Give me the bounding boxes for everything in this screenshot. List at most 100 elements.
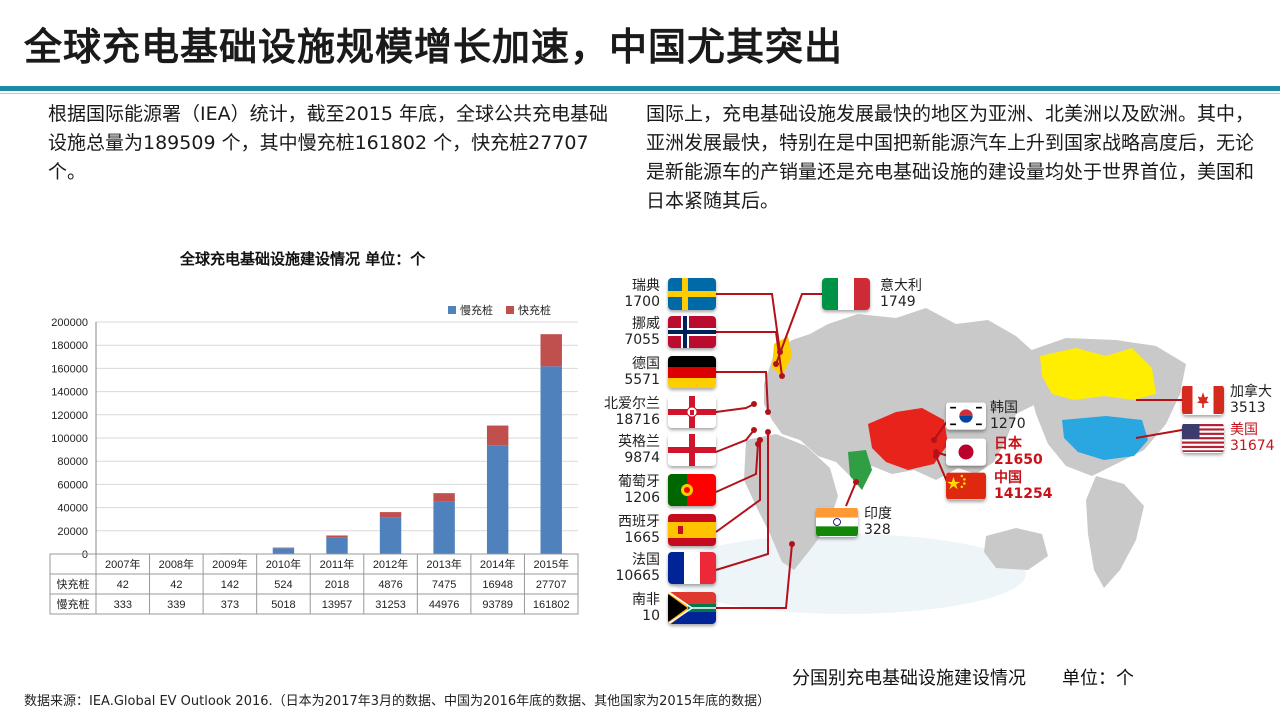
legend-label: 快充桩 — [518, 303, 551, 317]
country-name: 葡萄牙 — [618, 474, 660, 490]
y-tick-label: 0 — [82, 549, 88, 561]
table-cell: 373 — [221, 599, 239, 611]
legend-swatch — [448, 306, 456, 314]
table-cell: 93789 — [482, 599, 513, 611]
country-name: 意大利 — [880, 278, 922, 294]
map-canada — [1040, 348, 1156, 400]
norway-flag-icon — [668, 316, 716, 348]
england-flag-icon — [668, 434, 716, 466]
country-value: 1749 — [880, 294, 916, 310]
x-tick-label: 2014年 — [480, 557, 515, 571]
table-cell: 7475 — [432, 579, 456, 591]
country-value: 7055 — [624, 332, 660, 348]
y-tick-label: 80000 — [57, 456, 88, 468]
table-cell: 42 — [117, 579, 129, 591]
bar-fast — [272, 547, 295, 549]
country-south-africa: 南非 10 — [596, 592, 716, 624]
spain-flag-icon — [668, 514, 716, 546]
y-tick-label: 60000 — [57, 479, 88, 491]
table-cell: 161802 — [533, 599, 570, 611]
bar-slow — [272, 548, 295, 554]
y-tick-label: 200000 — [51, 317, 88, 329]
bar-fast — [540, 334, 562, 367]
country-name: 日本 — [994, 436, 1022, 452]
x-tick-label: 2008年 — [159, 557, 194, 571]
country-korea: 韩国 1270 — [946, 400, 1026, 432]
country-name: 北爱尔兰 — [604, 396, 660, 412]
bar-slow — [326, 537, 348, 554]
country-japan: 日本 21650 — [946, 436, 1043, 468]
y-tick-label: 160000 — [51, 363, 88, 375]
sweden-flag-icon — [668, 278, 716, 310]
country-name: 美国 — [1230, 422, 1258, 438]
table-cell: 42 — [170, 579, 182, 591]
y-tick-label: 40000 — [57, 503, 88, 515]
country-name: 韩国 — [990, 400, 1018, 416]
country-italy: 意大利 1749 — [822, 278, 922, 310]
bar-slow — [540, 366, 562, 554]
canada-flag-icon — [1182, 385, 1224, 415]
connector-lines — [715, 293, 1183, 609]
country-name: 南非 — [632, 592, 660, 608]
legend-swatch — [506, 306, 514, 314]
map-south-america — [1086, 476, 1144, 588]
table-cell: 142 — [221, 579, 239, 591]
country-name: 德国 — [632, 356, 660, 372]
title-divider — [0, 86, 1280, 91]
chart-title: 全球充电基础设施建设情况 单位：个 — [180, 250, 426, 268]
usa-flag-icon — [1182, 423, 1224, 453]
country-value: 10665 — [615, 568, 660, 584]
country-value: 5571 — [624, 372, 660, 388]
map-caption: 分国别充电基础设施建设情况 单位：个 — [792, 668, 1134, 689]
world-map — [666, 293, 1186, 614]
country-spain: 西班牙 1665 — [596, 514, 716, 546]
country-value: 3513 — [1230, 400, 1266, 416]
table-cell: 2018 — [325, 579, 349, 591]
x-tick-label: 2015年 — [533, 557, 568, 571]
country-name: 挪威 — [632, 316, 660, 332]
portugal-flag-icon — [668, 474, 716, 506]
right-paragraph: 国际上，充电基础设施发展最快的地区为亚洲、北美洲以及欧洲。其中，亚洲发展最快，特… — [646, 103, 1255, 212]
northern-ireland-flag-icon — [668, 396, 716, 428]
country-value: 141254 — [994, 486, 1053, 502]
country-value: 10 — [642, 608, 660, 624]
country-value: 18716 — [615, 412, 660, 428]
table-cell: 13957 — [322, 599, 353, 611]
y-tick-label: 120000 — [51, 410, 88, 422]
country-india: 印度 328 — [816, 506, 892, 538]
x-tick-label: 2007年 — [105, 557, 140, 571]
country-name: 印度 — [864, 506, 892, 522]
table-cell: 524 — [274, 579, 292, 591]
y-tick-label: 20000 — [57, 526, 88, 538]
bar-slow — [379, 517, 402, 554]
watermark-shape — [666, 534, 1026, 614]
table-cell: 333 — [114, 599, 132, 611]
country-name: 瑞典 — [632, 278, 660, 294]
country-northern-ireland: 北爱尔兰 18716 — [596, 396, 716, 428]
y-tick-label: 100000 — [51, 433, 88, 445]
table-row-label: 快充桩 — [57, 577, 90, 591]
x-tick-label: 2012年 — [373, 557, 408, 571]
slide-title: 全球充电基础设施规模增长加速，中国尤其突出 — [24, 25, 844, 69]
country-name: 中国 — [994, 470, 1022, 486]
country-germany: 德国 5571 — [596, 356, 716, 388]
connector-dots — [751, 349, 939, 547]
y-tick-label: 140000 — [51, 387, 88, 399]
china-flag-icon — [946, 472, 986, 500]
title-divider-thin — [0, 93, 1280, 94]
bar-fast — [326, 535, 348, 538]
country-value: 1270 — [990, 416, 1026, 432]
country-value: 31674 — [1230, 438, 1275, 454]
x-tick-label: 2010年 — [266, 557, 301, 571]
country-value: 1700 — [624, 294, 660, 310]
bar-fast — [433, 493, 455, 502]
germany-flag-icon — [668, 356, 716, 388]
table-cell: 31253 — [375, 599, 406, 611]
bar-fast — [486, 425, 509, 446]
korea-flag-icon — [946, 402, 986, 430]
country-name: 西班牙 — [618, 514, 660, 530]
map-eurasia — [764, 308, 1048, 480]
country-value: 1206 — [624, 490, 660, 506]
table-cell: 16948 — [482, 579, 513, 591]
table-row-label: 慢充桩 — [57, 597, 90, 611]
